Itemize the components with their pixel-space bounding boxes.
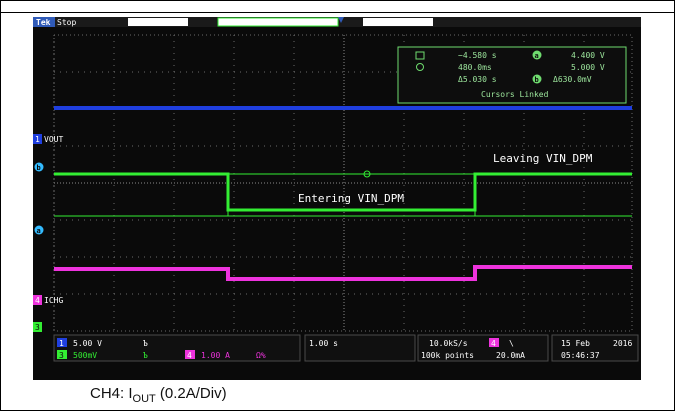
ch1-marker-label: 1	[35, 135, 40, 144]
datetime-box	[551, 334, 639, 362]
cursor-b-value: 5.000 V	[571, 63, 605, 72]
vout-label: VOUT	[44, 135, 63, 144]
ch3-scale: 500mV	[73, 351, 97, 360]
ch4-bandwidth: Ω%	[256, 351, 266, 360]
cursors-linked-label: Cursors Linked	[481, 90, 549, 99]
ch4-marker-label: 4	[35, 296, 40, 305]
cursor-a-time: −4.580 s	[458, 51, 497, 60]
record-bar-left	[128, 18, 188, 26]
record-length: 100k points	[421, 351, 474, 360]
time: 05:46:37	[561, 351, 600, 360]
cursor-a-icon-label: a	[535, 52, 539, 60]
figure-caption: CH4: IOUT (0.2A/Div)	[90, 385, 227, 405]
ichg-label: ICHG	[44, 296, 63, 305]
tek-logo-box	[33, 17, 55, 27]
channel-scale-box	[53, 334, 301, 362]
trigger-source-marker: 4	[491, 339, 496, 348]
record-view-window	[217, 17, 339, 27]
entering-annotation: Entering VIN_DPM	[298, 192, 404, 205]
cursor-crosshair-icon	[363, 170, 371, 178]
ch1-scale-marker: 1	[59, 339, 64, 348]
trigger-position-icon	[338, 17, 344, 23]
graticule-center	[54, 35, 632, 331]
ch4-marker	[33, 295, 42, 305]
record-bar-right	[363, 18, 433, 26]
ch3-marker-label: 3	[35, 323, 40, 332]
cursor-delta-time: Δ5.030 s	[458, 75, 497, 84]
cursor-square-icon	[415, 51, 425, 60]
tek-logo: Tek	[36, 18, 51, 27]
cursor-a-side-marker	[34, 225, 44, 235]
cursor-a-value: 4.400 V	[571, 51, 605, 60]
sample-rate: 10.0kS/s	[429, 339, 468, 348]
cursor-b-icon	[532, 74, 542, 84]
cursor-b-time: 480.0ms	[458, 63, 492, 72]
cursor-circle-icon	[416, 63, 424, 71]
timebase-box	[304, 334, 416, 362]
trigger-level: 20.0mA	[496, 351, 525, 360]
caption-subscript: OUT	[132, 393, 156, 405]
cursor-delta-value: Δ630.0mV	[553, 75, 592, 84]
ch3-coupling-icon: Ъ	[143, 351, 148, 360]
ch4-scale: 1.00 A	[201, 351, 230, 360]
acq-state: Stop	[57, 18, 76, 27]
oscilloscope-screen: Tek Stop	[33, 17, 641, 380]
frame-divider	[0, 12, 675, 13]
cursor-b-icon-label: b	[535, 76, 539, 84]
graticule-border	[53, 34, 633, 332]
ch1-marker	[33, 134, 42, 144]
cursor-a-side-label: a	[37, 227, 41, 235]
date: 15 Feb	[561, 339, 590, 348]
graticule	[53, 35, 632, 331]
leaving-annotation: Leaving VIN_DPM	[493, 152, 593, 165]
ch3-marker	[33, 322, 42, 332]
cursor-b-side-label: b	[37, 164, 41, 172]
ch4-scale-marker: 4	[187, 351, 192, 360]
year: 2016	[613, 339, 632, 348]
cursor-a-icon	[532, 50, 542, 60]
caption-prefix: CH4: I	[90, 385, 133, 402]
cursor-b-side-marker	[34, 162, 44, 172]
ch4-trace	[54, 265, 632, 281]
timebase: 1.00 s	[309, 339, 338, 348]
ch1-scale: 5.00 V	[73, 339, 102, 348]
trigger-slope-icon: \	[509, 339, 514, 348]
acquisition-box	[417, 334, 549, 362]
ch1-coupling-icon: Ъ	[143, 339, 148, 348]
cursor-readout: −4.580 s 480.0ms Δ5.030 s a b 4.400 V 5.…	[397, 46, 627, 104]
scope-display: Tek Stop	[33, 17, 641, 380]
ch3-trace	[54, 172, 632, 212]
ch1-trace	[54, 106, 632, 110]
caption-suffix: (0.2A/Div)	[155, 385, 227, 402]
ch3-scale-marker: 3	[59, 351, 64, 360]
